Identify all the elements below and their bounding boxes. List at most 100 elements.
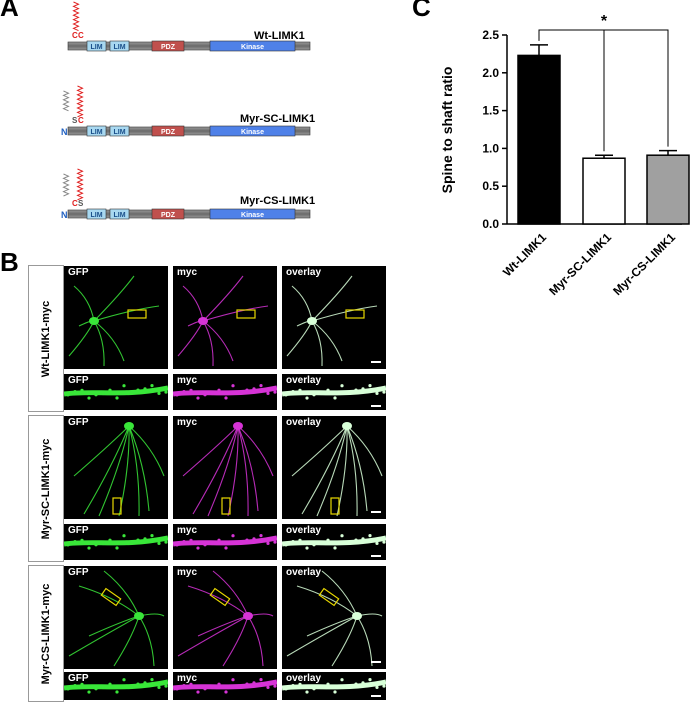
panel-letter-c: C (412, 0, 431, 22)
spine (291, 539, 295, 544)
spine (122, 678, 126, 682)
dendrite (311, 275, 353, 322)
dendrite (237, 425, 249, 517)
spine (73, 389, 77, 394)
dendrite (128, 425, 150, 512)
spine (382, 390, 386, 394)
spine (231, 678, 235, 682)
spine (157, 391, 161, 395)
cell-drawing (286, 275, 378, 367)
spine (273, 540, 277, 544)
channel-label: myc (177, 267, 198, 278)
panel-letter-b: B (0, 247, 19, 277)
dendrite (316, 425, 348, 517)
spine (245, 388, 249, 392)
spine (157, 685, 161, 689)
dendrite-shaft (173, 535, 277, 547)
channel-label: myc (177, 417, 198, 428)
dendrite (301, 425, 348, 515)
dendrite (247, 615, 264, 667)
spine (347, 541, 351, 546)
spine (266, 391, 270, 395)
kinase-domain (209, 208, 296, 220)
spine (266, 685, 270, 689)
region-box (127, 309, 147, 319)
dendrite-image-overlay-1: overlay (282, 524, 386, 560)
dendrite-image-gfp-0: GFP (64, 374, 168, 410)
neuron-image-overlay-2: overlay (282, 566, 386, 669)
spine (273, 684, 277, 688)
spine (108, 538, 112, 542)
dendrite (306, 615, 358, 637)
channel-label: overlay (286, 375, 322, 386)
spine (66, 393, 70, 397)
spine (217, 538, 221, 542)
dendrite-image-overlay-0: overlay (282, 374, 386, 410)
cell-drawing (291, 422, 383, 517)
spine (368, 534, 372, 538)
neuron-image-gfp-1: GFP (64, 416, 168, 519)
spine (122, 384, 126, 388)
spine (312, 543, 316, 547)
x-tick-label: Wt-LIMK1 (500, 230, 549, 279)
lim-domain-2-label: LIM (113, 212, 125, 219)
spine (182, 539, 186, 544)
dendrite (103, 570, 140, 617)
pdz-domain-label: PDZ (161, 129, 176, 136)
soma (89, 317, 99, 325)
lim-domain-2-label: LIM (113, 44, 125, 51)
construct-2: LIM LIM PDZ Kinase NC S (61, 168, 311, 220)
spine (101, 685, 105, 690)
spine (319, 685, 323, 690)
spine (164, 684, 168, 688)
dendrite (237, 425, 274, 477)
cell-drawing (286, 570, 383, 667)
spine (354, 388, 358, 392)
backbone (67, 126, 311, 136)
dendrite (286, 320, 313, 357)
pdz-domain-label: PDZ (161, 44, 176, 51)
dendrite (68, 615, 140, 657)
dendrite-image-overlay-2: overlay (282, 672, 386, 700)
dendrite-shaft (173, 385, 277, 397)
neuron-image-gfp-0: GFP (64, 266, 168, 369)
cell-drawing (173, 384, 277, 400)
spine (150, 384, 154, 388)
channel-label: myc (177, 375, 198, 386)
dendrite-shaft (282, 535, 386, 547)
spine (210, 391, 214, 396)
spine (203, 393, 207, 397)
spine (284, 687, 288, 691)
region-box (318, 587, 340, 607)
y-tick-label: 0.5 (482, 179, 499, 193)
region-box (345, 309, 365, 319)
kinase-domain (209, 40, 296, 52)
spine (94, 687, 98, 691)
dendrite (346, 425, 383, 477)
dendrite (83, 425, 130, 515)
spine (143, 681, 147, 685)
anchor-residue: C (78, 31, 84, 40)
region-box (330, 497, 340, 515)
channel-label: myc (177, 567, 198, 578)
x-tick-label: Myr-CS-LIMK1 (610, 230, 678, 298)
spine (122, 534, 126, 538)
panel-letter-a: A (0, 0, 19, 22)
dendrite (128, 425, 165, 477)
dendrite (202, 305, 269, 322)
cell-drawing (68, 570, 165, 667)
spine (73, 539, 77, 544)
spine (375, 685, 379, 689)
cell-drawing (282, 534, 386, 550)
dendrite (128, 425, 140, 517)
spine (164, 390, 168, 394)
spine (217, 682, 221, 686)
dendrite-shaft (282, 385, 386, 397)
region-box (209, 587, 231, 607)
spine (203, 687, 207, 691)
dendrite (177, 615, 249, 657)
scale-bar (371, 405, 381, 407)
lim-domain-1 (86, 208, 107, 220)
spine (80, 388, 84, 392)
spine (333, 546, 337, 550)
